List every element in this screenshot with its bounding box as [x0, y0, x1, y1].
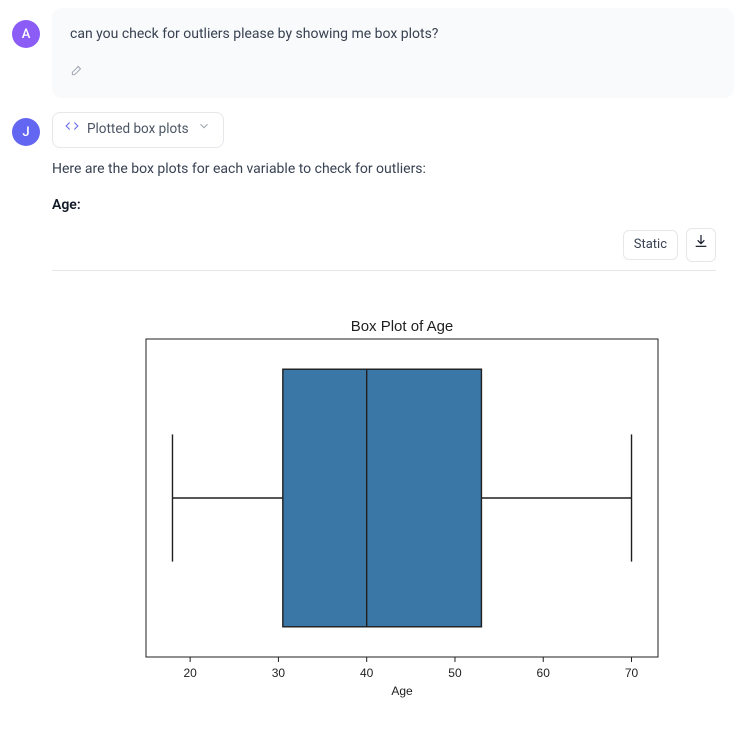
assistant-avatar: J [12, 118, 40, 146]
edit-row [70, 63, 716, 84]
user-message-text: can you check for outliers please by sho… [70, 24, 716, 45]
chevron-down-icon [197, 119, 211, 141]
code-icon [65, 119, 79, 141]
svg-text:Age: Age [391, 684, 413, 698]
assistant-message-body: Plotted box plots Here are the box plots… [52, 106, 734, 721]
svg-text:30: 30 [272, 666, 286, 680]
user-avatar-letter: A [22, 27, 31, 42]
static-button[interactable]: Static [623, 230, 678, 261]
user-message-row: A can you check for outliers please by s… [0, 0, 746, 98]
svg-text:20: 20 [183, 666, 197, 680]
chip-label: Plotted box plots [87, 119, 189, 141]
static-button-label: Static [634, 237, 667, 252]
section-label: Age: [52, 194, 716, 216]
boxplot-chart: Box Plot of Age 20 30 40 50 60 70 Age [64, 315, 704, 703]
assistant-intro-text: Here are the box plots for each variable… [52, 158, 716, 180]
svg-text:40: 40 [360, 666, 374, 680]
chart-card: Box Plot of Age 20 30 40 50 60 70 Age [52, 305, 716, 707]
assistant-message-row: J Plotted box plots Here are the box plo… [0, 98, 746, 721]
user-message-bubble: can you check for outliers please by sho… [52, 8, 734, 98]
user-avatar: A [12, 20, 40, 48]
svg-text:50: 50 [448, 666, 462, 680]
svg-text:60: 60 [537, 666, 551, 680]
chart-toolbar: Static [52, 224, 716, 270]
svg-text:Box Plot of Age: Box Plot of Age [351, 318, 454, 335]
code-chip[interactable]: Plotted box plots [52, 112, 224, 148]
download-icon [693, 233, 709, 256]
assistant-avatar-letter: J [22, 125, 29, 140]
download-button[interactable] [686, 228, 716, 261]
edit-icon[interactable] [70, 65, 84, 81]
svg-text:70: 70 [625, 666, 639, 680]
